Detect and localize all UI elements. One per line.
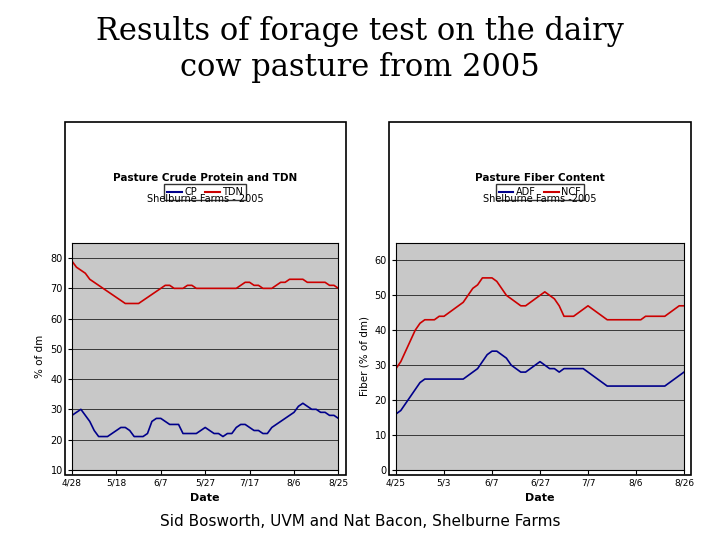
Legend: ADF, NCF: ADF, NCF	[496, 184, 584, 200]
X-axis label: Date: Date	[191, 494, 220, 503]
X-axis label: Date: Date	[526, 494, 554, 503]
Legend: CP, TDN: CP, TDN	[164, 184, 246, 200]
Text: Results of forage test on the dairy
cow pasture from 2005: Results of forage test on the dairy cow …	[96, 16, 624, 83]
Y-axis label: % of dm: % of dm	[35, 335, 45, 378]
Text: Shelburne Farms -2005: Shelburne Farms -2005	[483, 194, 597, 205]
Text: Pasture Crude Protein and TDN: Pasture Crude Protein and TDN	[113, 173, 297, 183]
Text: Shelburne Farms - 2005: Shelburne Farms - 2005	[147, 194, 264, 205]
Y-axis label: Fiber (% of dm): Fiber (% of dm)	[359, 316, 369, 396]
Text: Pasture Fiber Content: Pasture Fiber Content	[475, 173, 605, 183]
Text: Sid Bosworth, UVM and Nat Bacon, Shelburne Farms: Sid Bosworth, UVM and Nat Bacon, Shelbur…	[160, 514, 560, 529]
